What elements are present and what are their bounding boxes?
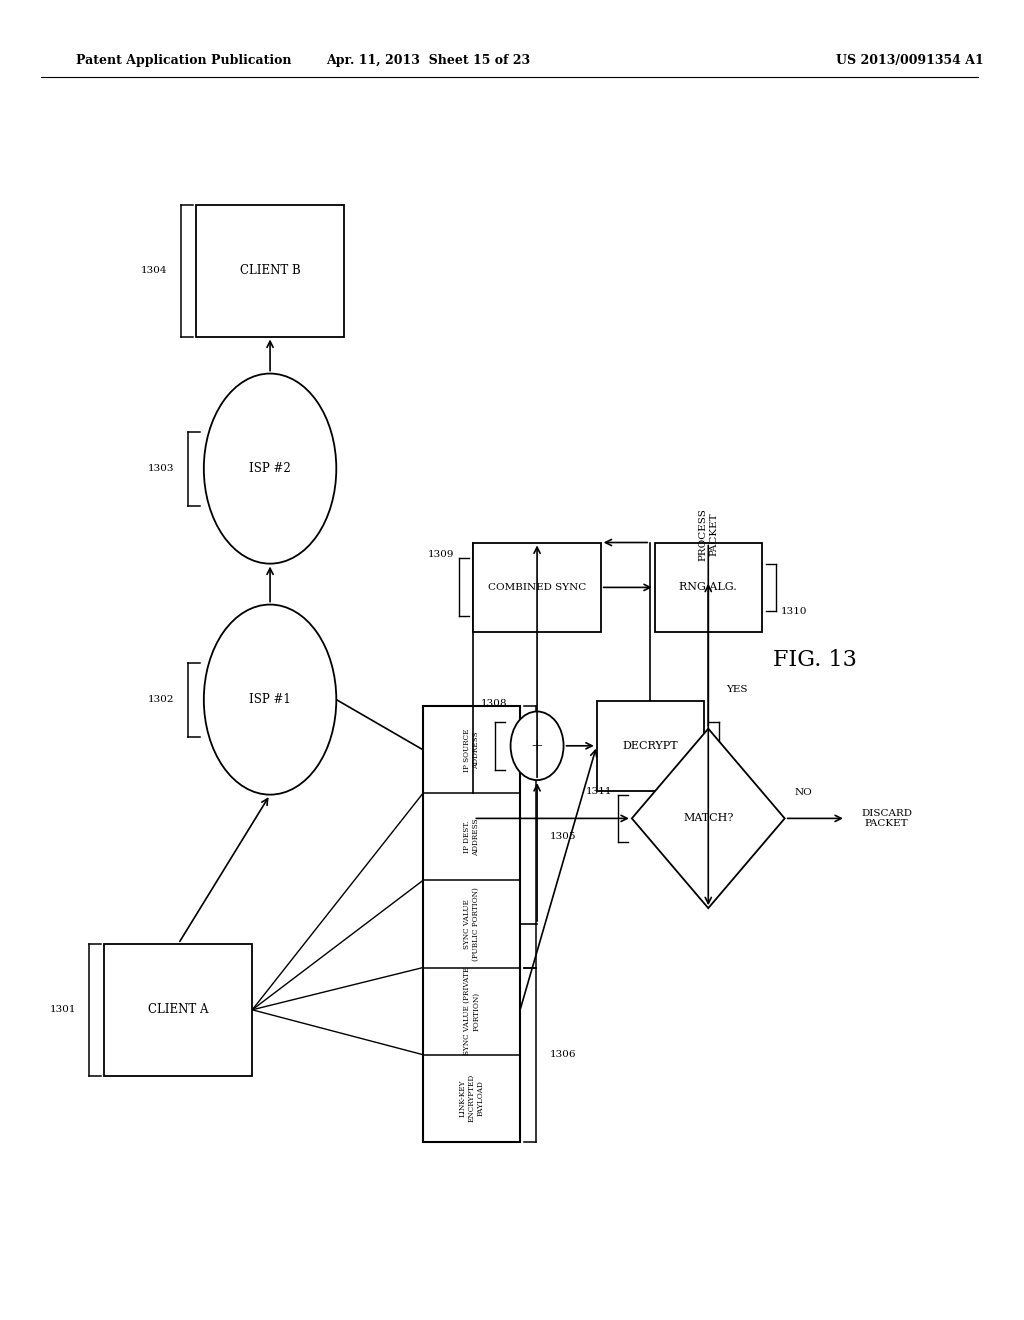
Text: MATCH?: MATCH? (683, 813, 733, 824)
Text: ISP #1: ISP #1 (249, 693, 291, 706)
Text: IP DEST.
ADDRESS: IP DEST. ADDRESS (463, 818, 480, 855)
Text: COMBINED SYNC: COMBINED SYNC (488, 583, 586, 591)
Text: 1302: 1302 (147, 696, 174, 704)
Text: PROCESS
PACKET: PROCESS PACKET (698, 508, 718, 561)
Text: SYNC VALUE
(PUBLIC PORTION): SYNC VALUE (PUBLIC PORTION) (463, 887, 480, 961)
Text: SYNC VALUE (PRIVATE
PORTION): SYNC VALUE (PRIVATE PORTION) (463, 968, 480, 1055)
Text: 1303: 1303 (147, 465, 174, 473)
Text: Apr. 11, 2013  Sheet 15 of 23: Apr. 11, 2013 Sheet 15 of 23 (326, 54, 530, 67)
Text: 1305: 1305 (549, 833, 575, 841)
Ellipse shape (204, 605, 336, 795)
Text: 1307: 1307 (719, 775, 745, 783)
Text: 1311: 1311 (586, 788, 612, 796)
Text: +: + (530, 739, 544, 752)
Ellipse shape (204, 374, 336, 564)
Text: LINK-KEY
ENCRYPTED
PAYLOAD: LINK-KEY ENCRYPTED PAYLOAD (458, 1074, 484, 1122)
Text: 1310: 1310 (781, 607, 808, 615)
Text: NO: NO (795, 788, 813, 797)
Text: 1306: 1306 (549, 1051, 575, 1059)
Text: FIG. 13: FIG. 13 (773, 649, 857, 671)
Text: CLIENT A: CLIENT A (148, 1003, 209, 1016)
Text: 1309: 1309 (427, 550, 454, 558)
Text: DISCARD
PACKET: DISCARD PACKET (861, 809, 912, 828)
Text: IP SOURCE
ADDRESS: IP SOURCE ADDRESS (463, 729, 480, 771)
FancyBboxPatch shape (654, 543, 762, 632)
FancyBboxPatch shape (597, 701, 703, 791)
Text: Patent Application Publication: Patent Application Publication (77, 54, 292, 67)
Text: DECRYPT: DECRYPT (623, 741, 678, 751)
FancyBboxPatch shape (473, 543, 601, 632)
Text: CLIENT B: CLIENT B (240, 264, 300, 277)
Text: US 2013/0091354 A1: US 2013/0091354 A1 (836, 54, 983, 67)
Text: 1308: 1308 (481, 700, 508, 708)
Text: RNG ALG.: RNG ALG. (679, 582, 737, 593)
Text: YES: YES (727, 685, 749, 693)
FancyBboxPatch shape (197, 205, 344, 337)
FancyBboxPatch shape (104, 944, 252, 1076)
FancyBboxPatch shape (423, 706, 520, 1142)
Circle shape (511, 711, 563, 780)
Polygon shape (632, 729, 784, 908)
Text: 1304: 1304 (141, 267, 168, 275)
Text: 1301: 1301 (49, 1006, 76, 1014)
Text: ISP #2: ISP #2 (249, 462, 291, 475)
